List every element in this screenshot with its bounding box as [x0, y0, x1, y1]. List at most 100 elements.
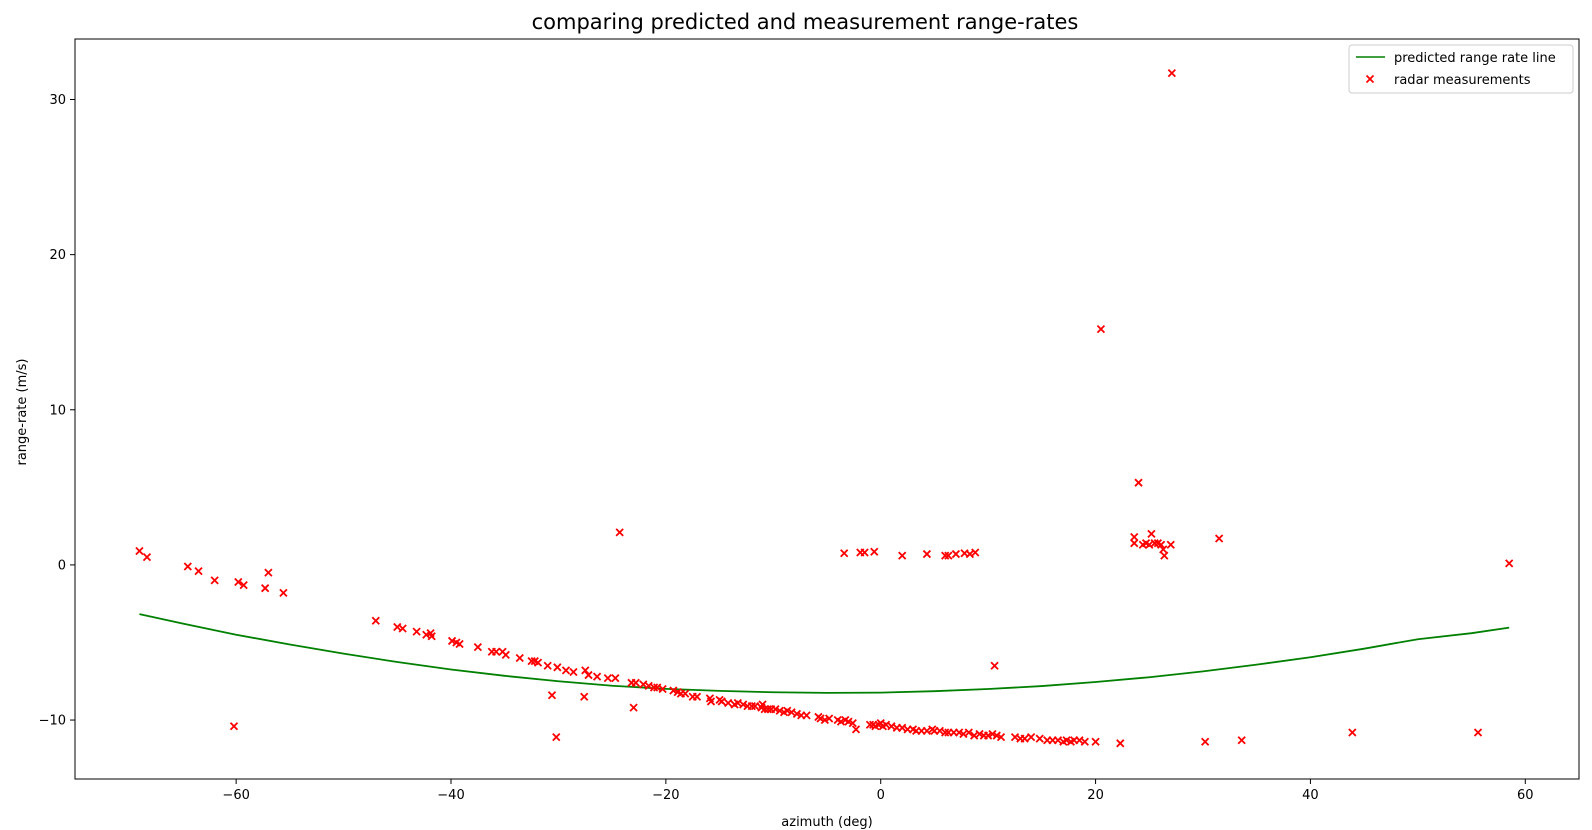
legend-label-measurements: radar measurements — [1394, 73, 1531, 88]
radar-measurement-point — [398, 624, 407, 633]
radar-measurement-point — [603, 674, 612, 683]
radar-measurement-point — [615, 528, 624, 537]
radar-measurement-point — [142, 553, 152, 562]
legend-box — [1348, 44, 1574, 94]
radar-measurement-point — [1160, 551, 1169, 560]
radar-measurement-point — [1096, 324, 1106, 334]
legend-label-predicted: predicted range rate line — [1394, 51, 1556, 66]
x-axis: −60 −40 −20 0 20 40 60 — [222, 779, 1534, 803]
radar-measurement-point — [724, 698, 733, 708]
x-tick-label: −60 — [222, 788, 249, 803]
radar-measurement-point — [941, 551, 950, 560]
radar-measurement-point — [870, 547, 879, 556]
radar-measurement-point — [851, 725, 861, 734]
radar-measurement-point — [135, 546, 144, 556]
radar-measurement-point — [1035, 734, 1044, 743]
radar-measurement-point — [427, 632, 436, 641]
y-axis: −10 0 10 20 30 — [39, 93, 75, 729]
radar-measurement-point — [533, 658, 543, 667]
radar-measurement-point — [515, 653, 524, 663]
radar-measurement-point — [1150, 539, 1159, 548]
radar-measurement-point — [631, 678, 640, 687]
radar-measurement-point — [501, 650, 510, 660]
chart-title: comparing predicted and measurement rang… — [532, 10, 1079, 34]
radar-measurement-point — [1167, 68, 1176, 78]
radar-measurement-point — [1130, 532, 1139, 542]
y-tick-label: 30 — [49, 93, 66, 108]
radar-measurement-point — [629, 703, 638, 712]
radar-measurement-point — [584, 670, 593, 680]
radar-measurement-point — [473, 642, 482, 652]
radar-measurement-point — [183, 562, 192, 571]
y-tick-label: 10 — [49, 403, 66, 418]
legend: predicted range rate line radar measurem… — [1348, 44, 1574, 94]
radar-measurement-point — [261, 584, 270, 593]
x-tick-label: 0 — [877, 788, 885, 803]
legend-marker-swatch — [1365, 74, 1375, 84]
radar-measurement-point — [717, 697, 726, 706]
radar-measurement-point — [860, 548, 869, 557]
radar-measurement-point — [922, 549, 932, 559]
measurement-marker-layer — [135, 68, 1514, 748]
radar-measurement-point — [194, 566, 203, 576]
radar-measurement-point — [412, 627, 421, 636]
radar-measurement-point — [898, 551, 907, 560]
radar-measurement-point — [455, 639, 464, 649]
radar-measurement-point — [840, 549, 849, 558]
radar-measurement-point — [944, 551, 953, 560]
radar-measurement-point — [1020, 734, 1029, 743]
radar-measurement-point — [802, 711, 811, 720]
radar-measurement-point — [1091, 737, 1100, 746]
plot-area — [75, 39, 1579, 779]
radar-measurement-point — [747, 701, 756, 711]
radar-measurement-point — [543, 661, 552, 670]
radar-measurement-point — [547, 691, 557, 700]
radar-measurement-point — [1147, 529, 1156, 539]
radar-measurement-point — [229, 722, 239, 731]
radar-measurement-point — [763, 705, 773, 714]
radar-measurement-point — [1130, 539, 1139, 548]
radar-measurement-point — [951, 549, 961, 559]
x-tick-label: 60 — [1517, 788, 1534, 803]
radar-measurement-point — [581, 666, 590, 675]
radar-measurement-point — [1166, 540, 1175, 549]
radar-measurement-point — [561, 666, 571, 675]
radar-measurement-point — [1505, 559, 1514, 568]
radar-measurement-point — [706, 697, 716, 706]
radar-measurement-point — [580, 692, 589, 701]
radar-measurement-point — [592, 672, 602, 681]
radar-measurement-point — [527, 656, 536, 666]
radar-measurement-point — [279, 588, 288, 597]
radar-measurement-point — [1348, 728, 1357, 737]
x-tick-label: 20 — [1087, 788, 1104, 803]
radar-measurement-point — [371, 616, 380, 625]
radar-measurement-point — [611, 674, 620, 683]
radar-measurement-point — [649, 683, 659, 692]
radar-measurement-point — [569, 667, 578, 677]
radar-measurement-point — [964, 728, 973, 737]
radar-measurement-point — [553, 663, 562, 672]
x-tick-label: −20 — [652, 788, 679, 803]
radar-measurement-point — [760, 705, 769, 714]
radar-measurement-point — [996, 732, 1006, 742]
radar-measurement-point — [681, 689, 690, 698]
radar-measurement-point — [750, 701, 760, 711]
radar-measurement-point — [1473, 728, 1483, 737]
radar-measurement-point — [971, 548, 980, 557]
y-tick-label: 0 — [58, 558, 66, 573]
radar-measurement-point — [1080, 737, 1089, 746]
radar-measurement-point — [234, 577, 243, 587]
radar-measurement-point — [1116, 739, 1125, 748]
x-tick-label: 40 — [1302, 788, 1319, 803]
radar-measurement-point — [1159, 545, 1168, 554]
y-axis-label: range-rate (m/s) — [15, 359, 30, 466]
plot-frame — [74, 38, 1580, 780]
y-tick-label: −10 — [39, 714, 66, 729]
x-tick-label: −40 — [437, 788, 464, 803]
radar-measurement-point — [1156, 540, 1166, 549]
radar-measurement-point — [825, 714, 834, 723]
radar-measurement-point — [1214, 534, 1224, 543]
radar-measurement-point — [239, 580, 248, 590]
y-tick-label: 20 — [49, 248, 66, 263]
